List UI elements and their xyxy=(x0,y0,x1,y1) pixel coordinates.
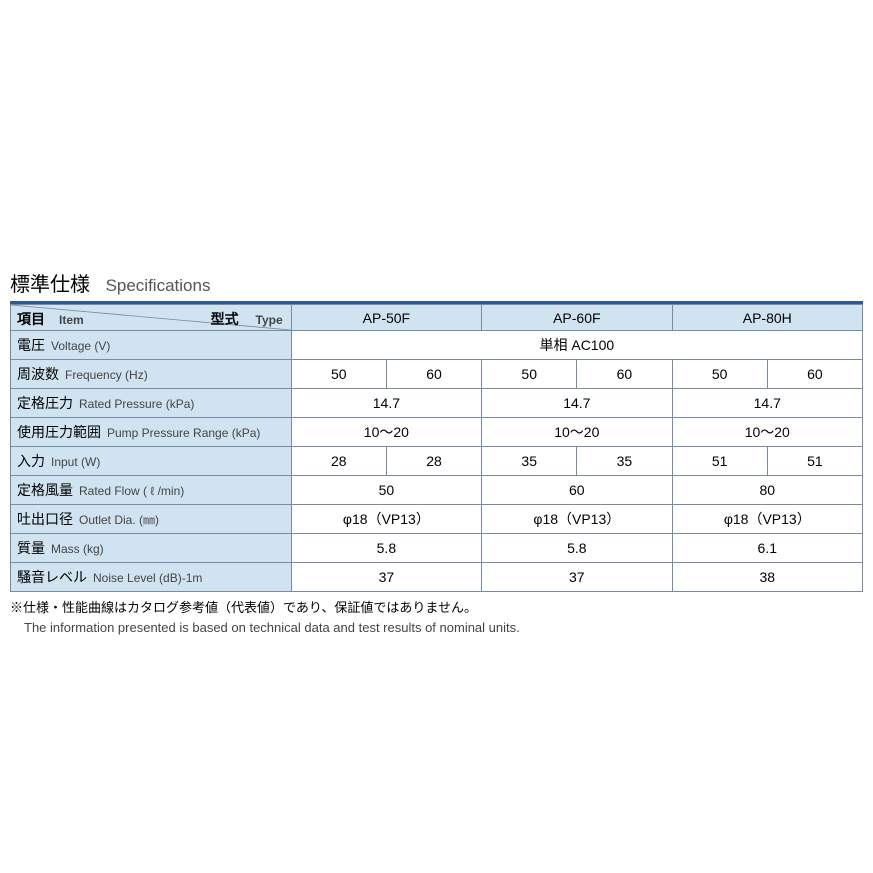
footnote: ※仕様・性能曲線はカタログ参考値（代表値）であり、保証値ではありません。 The… xyxy=(10,598,863,637)
table-row: 電圧Voltage (V) 単相 AC100 xyxy=(11,331,863,360)
table-row: 吐出口径Outlet Dia. (㎜) φ18（VP13） φ18（VP13） … xyxy=(11,505,863,534)
table-row: 騒音レベルNoise Level (dB)-1m 37 37 38 xyxy=(11,563,863,592)
row-label: 騒音レベルNoise Level (dB)-1m xyxy=(11,563,292,592)
spec-table: 項目 Item 型式 Type AP-50F AP-60F AP-80H 電圧V… xyxy=(10,304,863,592)
cell: 35 xyxy=(482,447,577,476)
row-label: 周波数Frequency (Hz) xyxy=(11,360,292,389)
cell: 51 xyxy=(767,447,862,476)
cell: φ18（VP13） xyxy=(482,505,672,534)
cell: 50 xyxy=(291,360,386,389)
row-label: 定格風量Rated Flow ( ℓ /min) xyxy=(11,476,292,505)
row-label: 電圧Voltage (V) xyxy=(11,331,292,360)
header-item-en: Item xyxy=(59,313,84,327)
model-header: AP-60F xyxy=(482,305,672,331)
cell: 50 xyxy=(482,360,577,389)
cell: 5.8 xyxy=(482,534,672,563)
title-jp: 標準仕様 xyxy=(10,274,90,296)
header-item-jp: 項目 xyxy=(17,309,45,329)
cell: φ18（VP13） xyxy=(291,505,481,534)
title-en: Specifications xyxy=(106,276,211,295)
cell: 60 xyxy=(767,360,862,389)
cell: 10～20 xyxy=(291,418,481,447)
cell: 37 xyxy=(482,563,672,592)
table-row: 定格風量Rated Flow ( ℓ /min) 50 60 80 xyxy=(11,476,863,505)
footnote-jp: ※仕様・性能曲線はカタログ参考値（代表値）であり、保証値ではありません。 xyxy=(10,598,863,618)
cell: 5.8 xyxy=(291,534,481,563)
cell: 単相 AC100 xyxy=(291,331,862,360)
cell: 51 xyxy=(672,447,767,476)
header-type-en: Type xyxy=(256,313,283,327)
row-label: 使用圧力範囲Pump Pressure Range (kPa) xyxy=(11,418,292,447)
cell: 60 xyxy=(482,476,672,505)
table-row: 定格圧力Rated Pressure (kPa) 14.7 14.7 14.7 xyxy=(11,389,863,418)
cell: 14.7 xyxy=(672,389,862,418)
row-label: 質量Mass (kg) xyxy=(11,534,292,563)
cell: 6.1 xyxy=(672,534,862,563)
model-header: AP-50F xyxy=(291,305,481,331)
cell: 10～20 xyxy=(672,418,862,447)
table-row: 項目 Item 型式 Type AP-50F AP-60F AP-80H xyxy=(11,305,863,331)
cell: 80 xyxy=(672,476,862,505)
cell: 38 xyxy=(672,563,862,592)
footnote-en: The information presented is based on te… xyxy=(24,618,863,638)
model-header: AP-80H xyxy=(672,305,862,331)
row-label: 吐出口径Outlet Dia. (㎜) xyxy=(11,505,292,534)
cell: 60 xyxy=(386,360,481,389)
row-label: 定格圧力Rated Pressure (kPa) xyxy=(11,389,292,418)
cell: 60 xyxy=(577,360,672,389)
header-item-type: 項目 Item 型式 Type xyxy=(11,305,292,331)
section-title: 標準仕様 Specifications xyxy=(10,268,863,297)
cell: φ18（VP13） xyxy=(672,505,862,534)
table-row: 入力Input (W) 28 28 35 35 51 51 xyxy=(11,447,863,476)
table-row: 周波数Frequency (Hz) 50 60 50 60 50 60 xyxy=(11,360,863,389)
cell: 10～20 xyxy=(482,418,672,447)
cell: 50 xyxy=(291,476,481,505)
cell: 35 xyxy=(577,447,672,476)
row-label: 入力Input (W) xyxy=(11,447,292,476)
cell: 14.7 xyxy=(291,389,481,418)
header-type-jp: 型式 xyxy=(211,309,239,329)
table-row: 質量Mass (kg) 5.8 5.8 6.1 xyxy=(11,534,863,563)
cell: 14.7 xyxy=(482,389,672,418)
cell: 28 xyxy=(386,447,481,476)
cell: 50 xyxy=(672,360,767,389)
table-row: 使用圧力範囲Pump Pressure Range (kPa) 10～20 10… xyxy=(11,418,863,447)
cell: 28 xyxy=(291,447,386,476)
cell: 37 xyxy=(291,563,481,592)
